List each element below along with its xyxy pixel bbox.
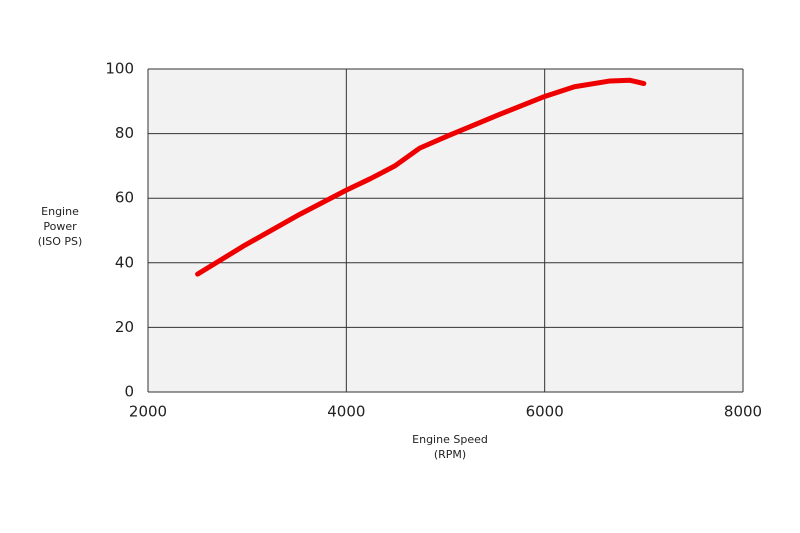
x-axis-label: Engine Speed <box>412 433 488 446</box>
plot-area <box>148 69 743 392</box>
x-tick-label: 2000 <box>129 403 167 421</box>
x-tick-label: 8000 <box>724 403 762 421</box>
y-tick-label: 20 <box>115 318 134 336</box>
y-axis-label: Engine <box>41 205 79 218</box>
y-tick-label: 80 <box>115 124 134 142</box>
y-axis-label: Power <box>43 220 77 233</box>
y-tick-label: 60 <box>115 189 134 207</box>
y-tick-label: 100 <box>105 60 134 78</box>
y-tick-label: 0 <box>124 383 134 401</box>
x-tick-label: 4000 <box>327 403 365 421</box>
x-tick-label: 6000 <box>526 403 564 421</box>
power-line <box>195 77 647 277</box>
y-tick-label: 40 <box>115 253 134 271</box>
y-axis-label: (ISO PS) <box>38 235 83 248</box>
x-axis-label: (RPM) <box>434 448 466 461</box>
